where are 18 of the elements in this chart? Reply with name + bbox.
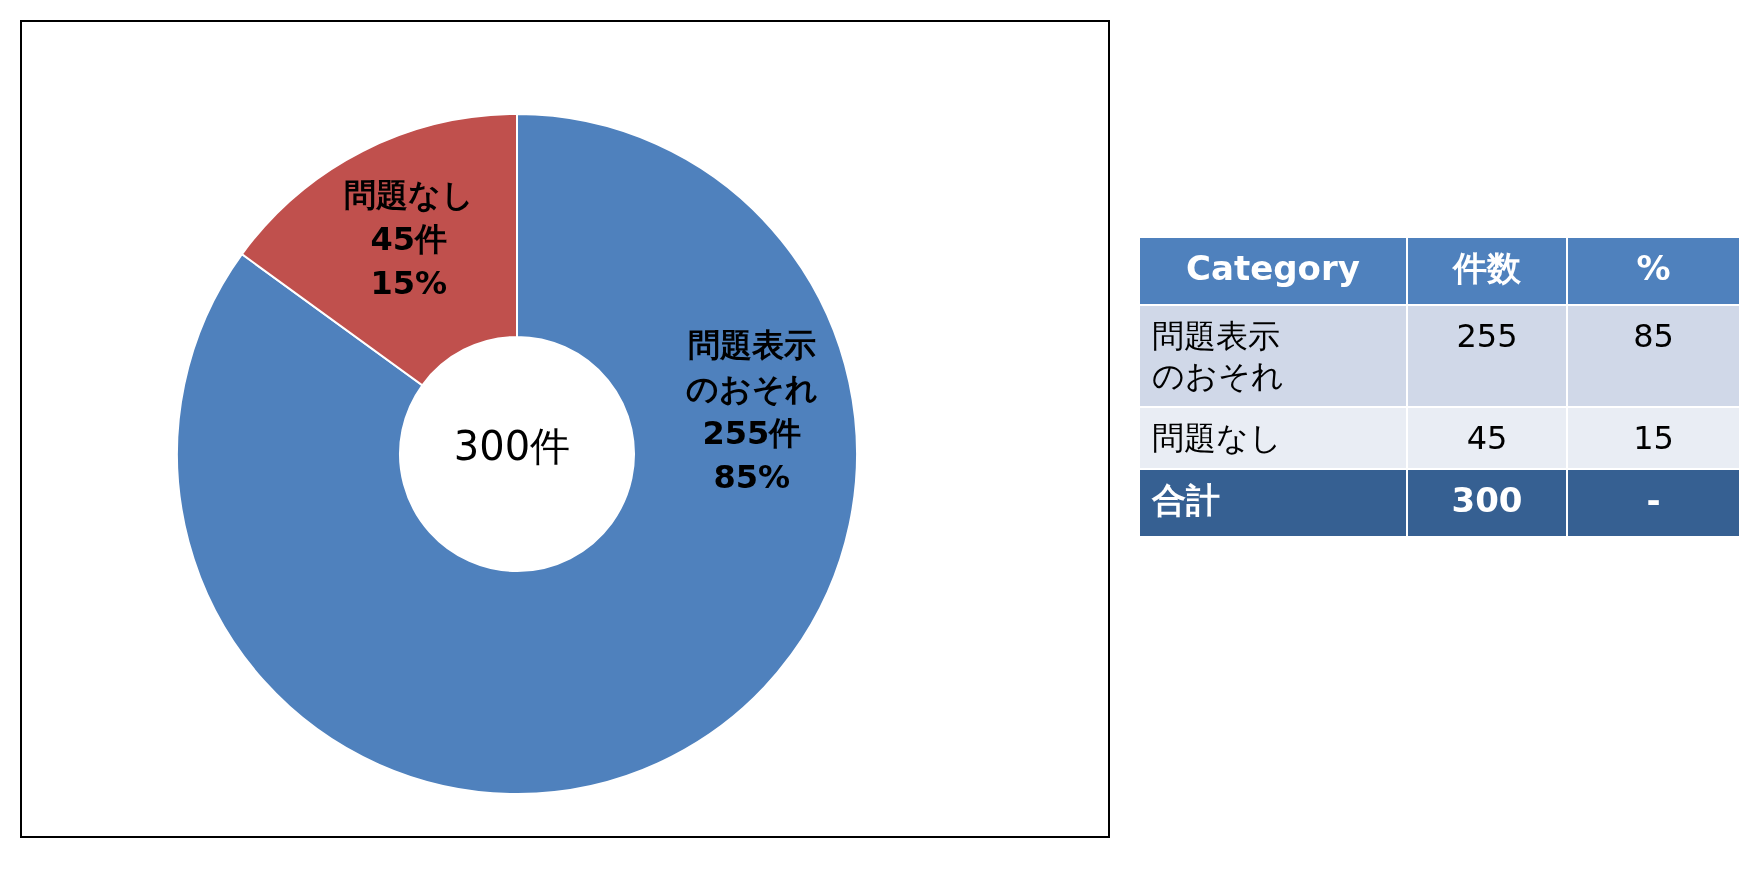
text: - — [1567, 469, 1740, 537]
slice-label: 問題表示のおそれ — [1152, 316, 1285, 396]
data-label: 45件 15% — [370, 220, 448, 303]
text: 300 — [1407, 469, 1567, 537]
text: % — [1567, 237, 1740, 305]
donut-slice — [176, 113, 858, 795]
text: 300件 — [453, 423, 571, 469]
text: 255 — [1407, 305, 1567, 407]
slice-label: 問題表示のおそれ — [685, 325, 818, 408]
text: 15 — [1567, 407, 1740, 469]
text: 合計 — [1139, 469, 1407, 537]
data-label: 255件 85% — [702, 413, 802, 496]
text: 45 — [1407, 407, 1567, 469]
text: Category — [1139, 237, 1407, 305]
slice-label: 問題なし — [343, 176, 474, 215]
category-label: 問題なし — [1152, 419, 1282, 457]
text: 85 — [1567, 305, 1740, 407]
text: 件数 — [1407, 237, 1567, 305]
